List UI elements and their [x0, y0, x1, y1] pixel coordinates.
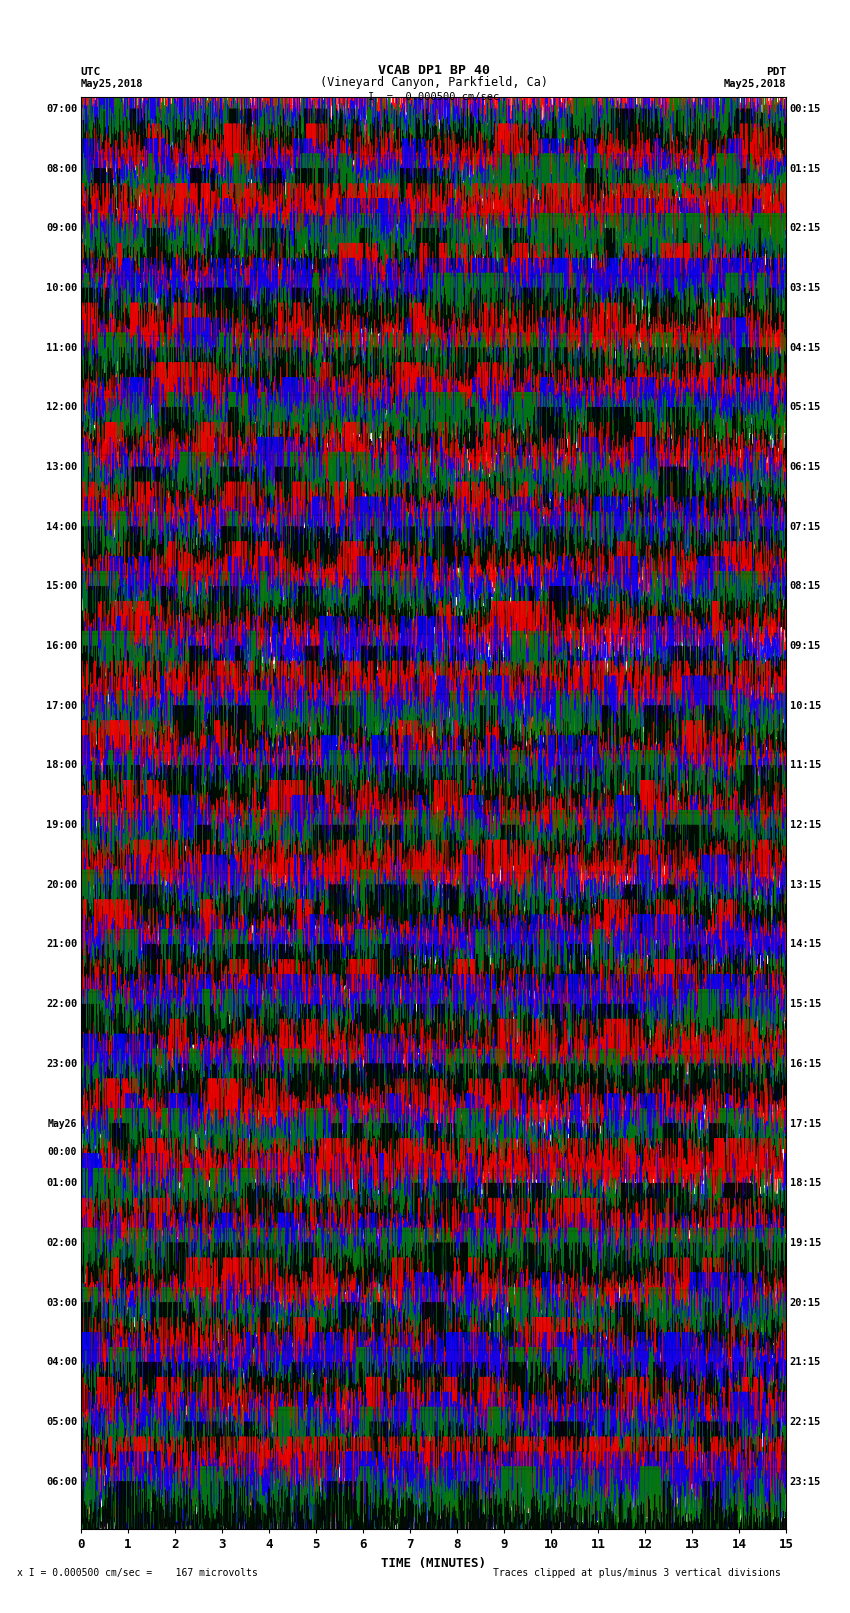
- Text: 04:15: 04:15: [790, 342, 821, 353]
- Text: 22:15: 22:15: [790, 1416, 821, 1428]
- Text: 00:15: 00:15: [790, 103, 821, 115]
- Text: 01:15: 01:15: [790, 163, 821, 174]
- Text: 21:00: 21:00: [46, 939, 77, 950]
- Text: 03:15: 03:15: [790, 282, 821, 294]
- Text: 19:15: 19:15: [790, 1237, 821, 1248]
- Text: 11:00: 11:00: [46, 342, 77, 353]
- Text: 14:00: 14:00: [46, 521, 77, 532]
- Text: 08:00: 08:00: [46, 163, 77, 174]
- Text: 02:15: 02:15: [790, 223, 821, 234]
- Text: 08:15: 08:15: [790, 581, 821, 592]
- Text: 17:15: 17:15: [790, 1118, 821, 1129]
- Text: 05:15: 05:15: [790, 402, 821, 413]
- Text: 12:00: 12:00: [46, 402, 77, 413]
- Text: 21:15: 21:15: [790, 1357, 821, 1368]
- Text: 17:00: 17:00: [46, 700, 77, 711]
- Text: x I = 0.000500 cm/sec =    167 microvolts: x I = 0.000500 cm/sec = 167 microvolts: [17, 1568, 258, 1578]
- Text: 13:00: 13:00: [46, 461, 77, 473]
- Text: 23:00: 23:00: [46, 1058, 77, 1069]
- Text: 01:00: 01:00: [46, 1177, 77, 1189]
- Text: 09:15: 09:15: [790, 640, 821, 652]
- Text: 15:00: 15:00: [46, 581, 77, 592]
- Text: 22:00: 22:00: [46, 998, 77, 1010]
- Text: 19:00: 19:00: [46, 819, 77, 831]
- Text: 20:15: 20:15: [790, 1297, 821, 1308]
- Text: 00:00: 00:00: [48, 1147, 77, 1157]
- Text: 20:00: 20:00: [46, 879, 77, 890]
- Text: 06:00: 06:00: [46, 1476, 77, 1487]
- Text: 16:00: 16:00: [46, 640, 77, 652]
- Text: VCAB DP1 BP 40: VCAB DP1 BP 40: [377, 63, 490, 77]
- Text: 06:15: 06:15: [790, 461, 821, 473]
- Text: 07:00: 07:00: [46, 103, 77, 115]
- Text: May25,2018: May25,2018: [81, 79, 144, 89]
- Text: PDT: PDT: [766, 66, 786, 77]
- Text: 10:15: 10:15: [790, 700, 821, 711]
- Text: 13:15: 13:15: [790, 879, 821, 890]
- Text: May26: May26: [48, 1118, 77, 1129]
- X-axis label: TIME (MINUTES): TIME (MINUTES): [381, 1557, 486, 1569]
- Text: Traces clipped at plus/minus 3 vertical divisions: Traces clipped at plus/minus 3 vertical …: [493, 1568, 781, 1578]
- Text: May25,2018: May25,2018: [723, 79, 786, 89]
- Text: 03:00: 03:00: [46, 1297, 77, 1308]
- Text: 18:00: 18:00: [46, 760, 77, 771]
- Text: 09:00: 09:00: [46, 223, 77, 234]
- Text: I  =  0.000500 cm/sec: I = 0.000500 cm/sec: [368, 92, 499, 102]
- Text: 04:00: 04:00: [46, 1357, 77, 1368]
- Text: 11:15: 11:15: [790, 760, 821, 771]
- Text: 12:15: 12:15: [790, 819, 821, 831]
- Text: 05:00: 05:00: [46, 1416, 77, 1428]
- Text: 10:00: 10:00: [46, 282, 77, 294]
- Text: 02:00: 02:00: [46, 1237, 77, 1248]
- Text: 16:15: 16:15: [790, 1058, 821, 1069]
- Text: UTC: UTC: [81, 66, 101, 77]
- Text: (Vineyard Canyon, Parkfield, Ca): (Vineyard Canyon, Parkfield, Ca): [320, 76, 547, 89]
- Text: 15:15: 15:15: [790, 998, 821, 1010]
- Text: 07:15: 07:15: [790, 521, 821, 532]
- Text: 14:15: 14:15: [790, 939, 821, 950]
- Text: 18:15: 18:15: [790, 1177, 821, 1189]
- Text: 23:15: 23:15: [790, 1476, 821, 1487]
